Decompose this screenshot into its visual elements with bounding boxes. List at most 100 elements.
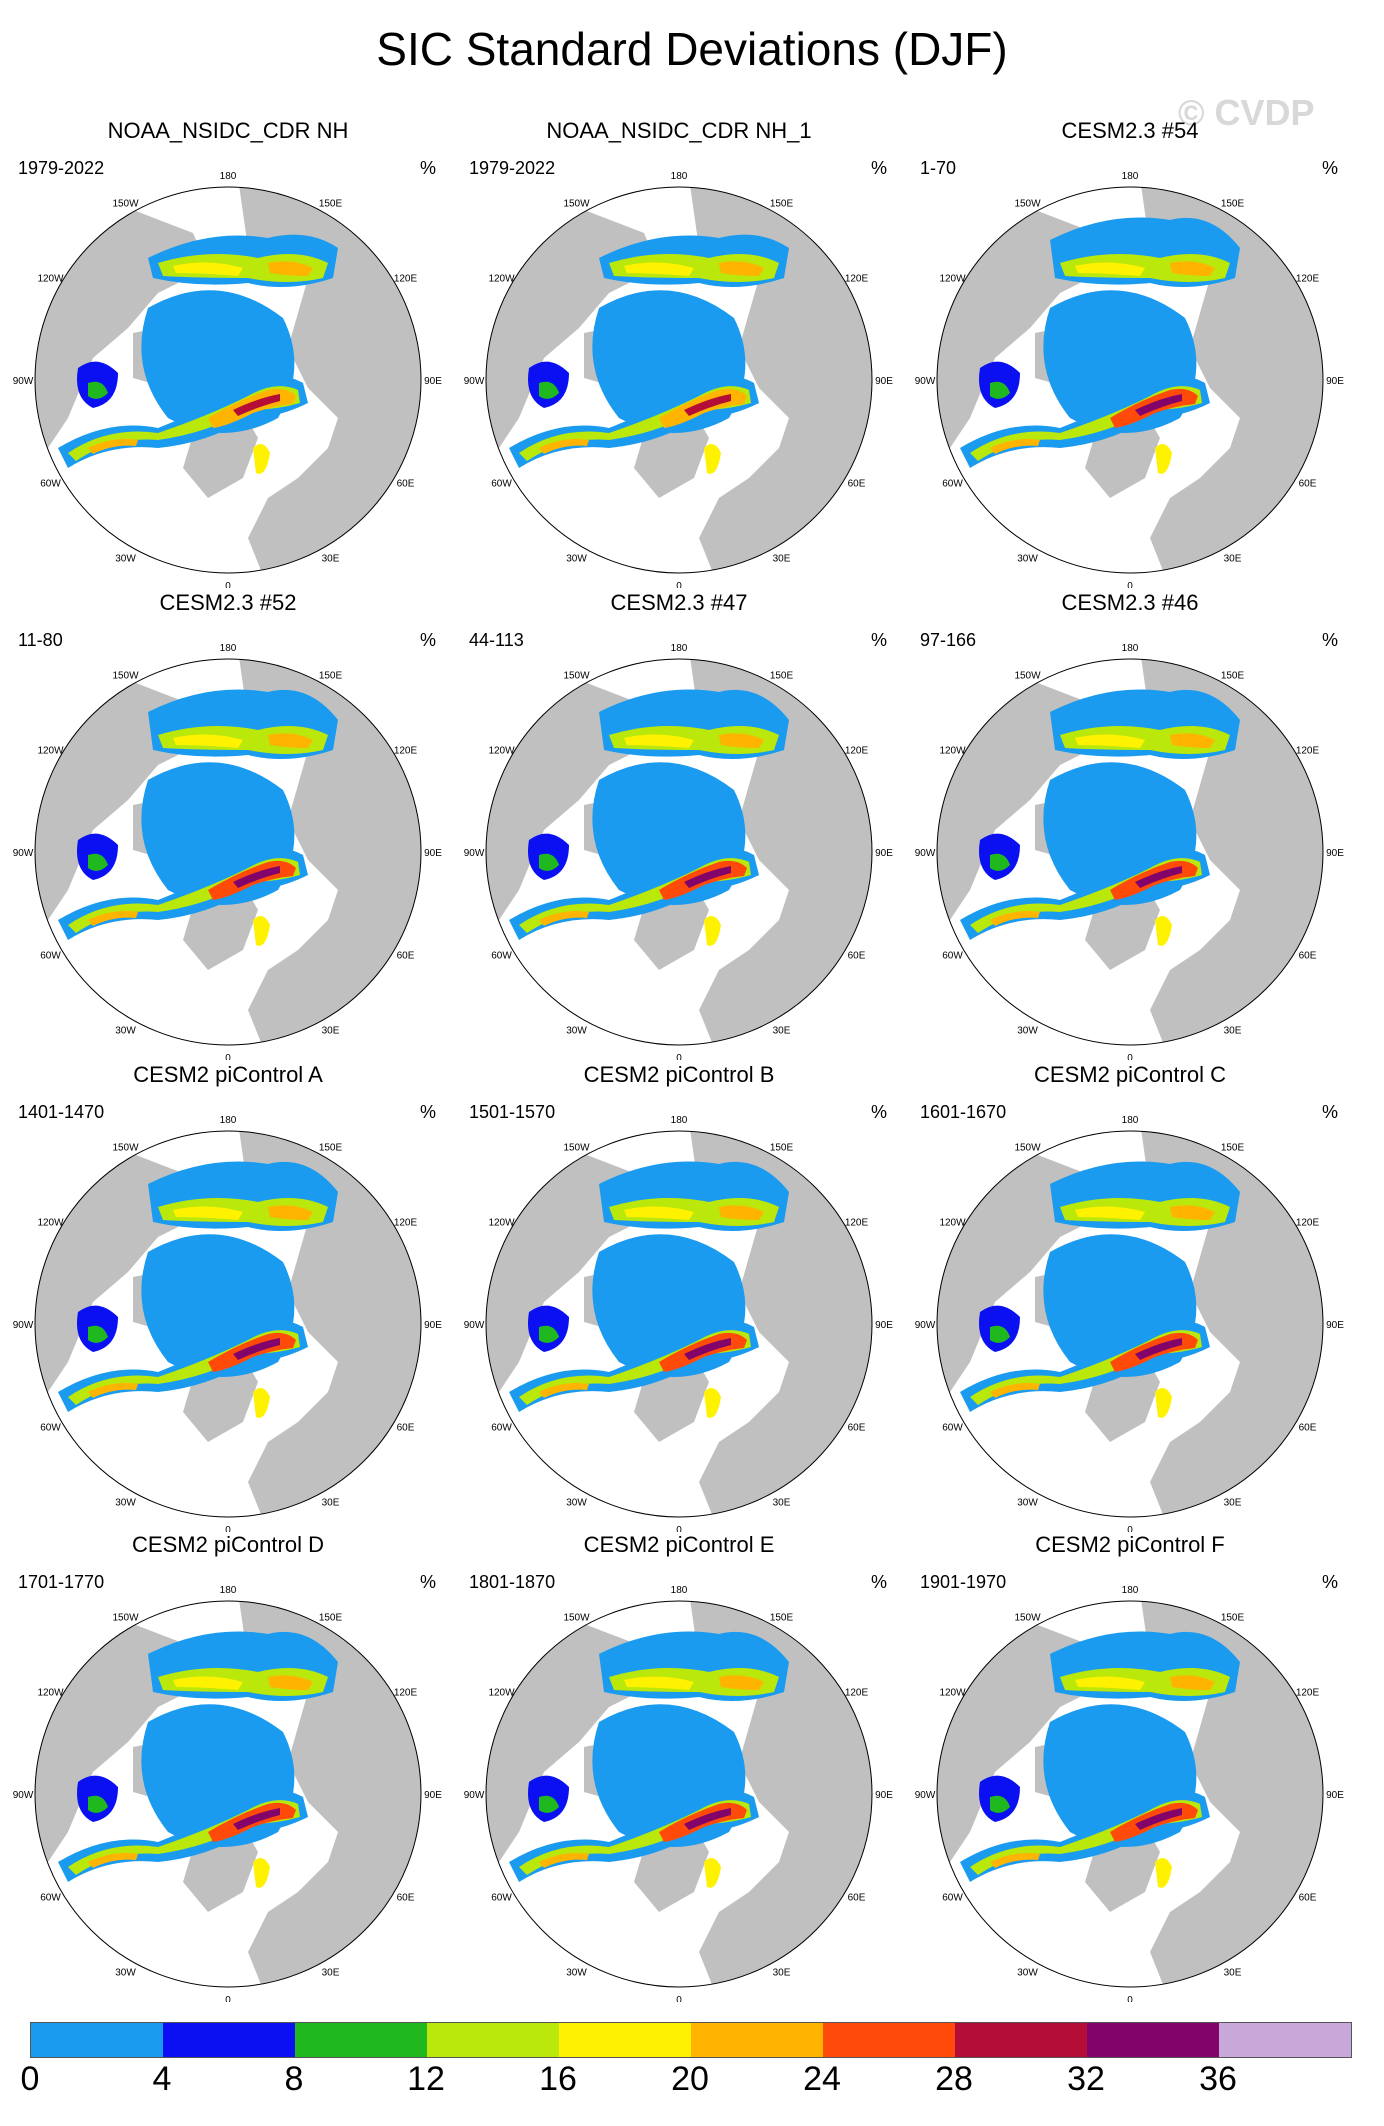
longitude-label: 180 <box>220 1585 237 1596</box>
colorbar-swatch <box>955 2023 1087 2057</box>
panel-years: 1-70 <box>920 158 957 178</box>
colorbar-swatch <box>823 2023 955 2057</box>
sic-okhotsk-core <box>1170 1205 1215 1220</box>
sic-baltic <box>1155 916 1172 946</box>
longitude-label: 150E <box>319 1613 343 1624</box>
sic-labrador-core <box>990 1383 1040 1398</box>
panel-title: CESM2.3 #47 <box>610 590 748 615</box>
colorbar-tick-label: 24 <box>803 2060 841 2098</box>
longitude-label: 30E <box>773 554 791 565</box>
longitude-label: 60W <box>40 951 61 962</box>
longitude-label: 150W <box>1014 671 1041 682</box>
map-content <box>937 187 1323 573</box>
longitude-label: 30W <box>566 1498 587 1509</box>
longitude-label: 120W <box>488 1688 515 1699</box>
polar-map: 180 150E 120E 90E 60E 30E 0 30W 60W 90W 120W 150W <box>915 1115 1345 1532</box>
longitude-label: 150W <box>1014 1613 1041 1624</box>
longitude-label: 120E <box>1296 1688 1320 1699</box>
longitude-label: 60W <box>491 1423 512 1434</box>
watermark: © CVDP <box>1178 92 1315 133</box>
longitude-label: 180 <box>220 643 237 654</box>
longitude-label: 180 <box>220 1115 237 1126</box>
panel-years: 1979-2022 <box>469 158 556 178</box>
longitude-label: 0 <box>676 1995 682 2002</box>
longitude-label: 90W <box>464 376 485 387</box>
polar-map: 180 150E 120E 90E 60E 30E 0 30W 60W 90W 120W 150W <box>13 1115 443 1532</box>
longitude-label: 180 <box>1122 1585 1139 1596</box>
longitude-label: 150W <box>112 199 139 210</box>
sic-okhotsk-core <box>1170 261 1215 276</box>
sic-labrador-core <box>539 1853 589 1868</box>
longitude-label: 150W <box>1014 1143 1041 1154</box>
longitude-label: 120W <box>488 746 515 757</box>
longitude-label: 90W <box>915 1320 936 1331</box>
polar-map: 180 150E 120E 90E 60E 30E 0 30W 60W 90W 120W 150W <box>464 1115 894 1532</box>
panel-title: CESM2.3 #52 <box>159 590 297 615</box>
longitude-label: 120E <box>394 274 418 285</box>
longitude-label: 60E <box>1299 1893 1317 1904</box>
panel-title: NOAA_NSIDC_CDR NH <box>107 118 349 143</box>
longitude-label: 90W <box>464 1790 485 1801</box>
sic-baltic <box>704 1858 721 1888</box>
longitude-label: 0 <box>225 1053 231 1060</box>
longitude-label: 30W <box>1017 1968 1038 1979</box>
longitude-label: 30E <box>1224 1968 1242 1979</box>
longitude-label: 30E <box>773 1968 791 1979</box>
longitude-label: 60E <box>397 951 415 962</box>
sic-okhotsk-core <box>268 1205 313 1220</box>
panel-unit: % <box>870 1572 887 1592</box>
longitude-label: 90W <box>13 1790 34 1801</box>
sic-labrador-core <box>88 1853 138 1868</box>
panel-title: CESM2 piControl E <box>583 1532 775 1557</box>
colorbar-tick-label: 16 <box>539 2060 577 2098</box>
longitude-label: 90E <box>424 848 442 859</box>
map-panel: 180 150E 120E 90E 60E 30E 0 30W 60W 90W 120W 150W NO… <box>8 118 448 588</box>
panel-unit: % <box>1321 158 1338 178</box>
panel-years: 1979-2022 <box>18 158 105 178</box>
colorbar-tick-label: 12 <box>407 2060 445 2098</box>
sic-hudson-bay-core <box>990 381 1010 399</box>
sic-barents-max <box>684 866 731 888</box>
sic-baltic <box>253 1388 270 1418</box>
longitude-label: 90E <box>1326 848 1344 859</box>
longitude-label: 90W <box>464 848 485 859</box>
longitude-label: 120E <box>845 1688 869 1699</box>
longitude-label: 0 <box>676 581 682 588</box>
polar-map: 180 150E 120E 90E 60E 30E 0 30W 60W 90W 120W 150W <box>915 643 1345 1060</box>
longitude-label: 90E <box>875 376 893 387</box>
colorbar-swatch <box>295 2023 427 2057</box>
sic-bering-core <box>1075 734 1145 748</box>
sic-okhotsk-core <box>719 733 764 748</box>
longitude-label: 60W <box>942 1893 963 1904</box>
sic-labrador-core <box>539 439 589 454</box>
longitude-label: 60E <box>1299 1423 1317 1434</box>
longitude-label: 60W <box>491 951 512 962</box>
sic-labrador-core <box>539 911 589 926</box>
sic-barents-max <box>684 1808 731 1830</box>
map-content <box>937 659 1323 1045</box>
longitude-label: 90W <box>13 848 34 859</box>
panel-unit: % <box>1321 630 1338 650</box>
colorbar-tick-label: 28 <box>935 2060 973 2098</box>
sic-bering-core <box>624 734 694 748</box>
longitude-label: 30E <box>1224 1026 1242 1037</box>
longitude-label: 120W <box>488 274 515 285</box>
sic-barents-max <box>233 1808 280 1830</box>
panel-unit: % <box>419 158 436 178</box>
longitude-label: 60W <box>40 479 61 490</box>
sic-bering-core <box>173 262 243 276</box>
map-content <box>937 1601 1323 1987</box>
longitude-label: 120E <box>1296 1218 1320 1229</box>
sic-barents-max <box>1135 1338 1182 1360</box>
sic-baltic <box>1155 1858 1172 1888</box>
map-content <box>486 1131 872 1517</box>
longitude-label: 30E <box>322 1498 340 1509</box>
sic-bering-core <box>624 262 694 276</box>
longitude-label: 90W <box>915 376 936 387</box>
longitude-label: 60E <box>1299 951 1317 962</box>
map-panel: 180 150E 120E 90E 60E 30E 0 30W 60W 90W 120W 150W CE… <box>8 1062 448 1532</box>
panel-years: 1801-1870 <box>469 1572 556 1592</box>
sic-baltic <box>704 1388 721 1418</box>
longitude-label: 150W <box>563 671 590 682</box>
longitude-label: 120E <box>1296 746 1320 757</box>
